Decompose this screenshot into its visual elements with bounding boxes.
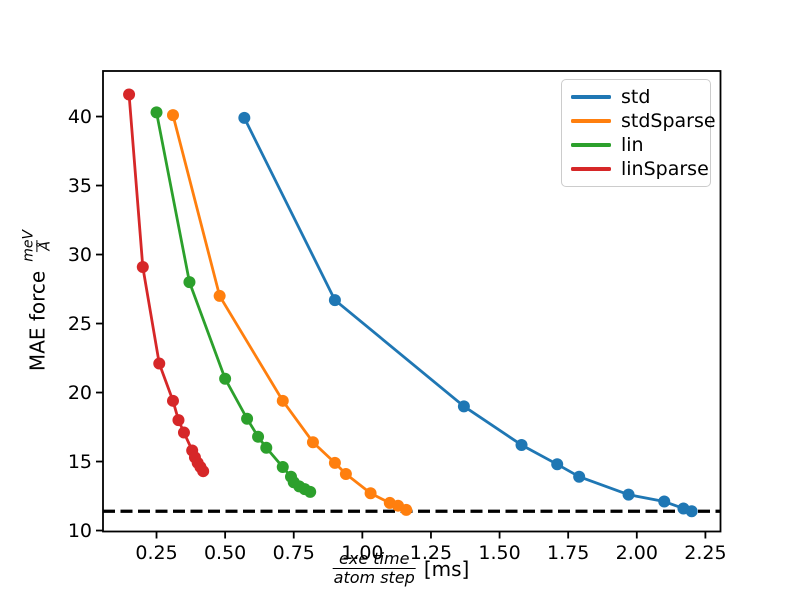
x-tick-label: 2.25: [684, 542, 726, 564]
legend-label-std: std: [621, 85, 651, 108]
x-axis-label-denominator: atom step: [332, 568, 416, 588]
legend-entry-std: std: [562, 85, 710, 108]
data-point-stdSparse: [306, 436, 319, 449]
legend-line-sample-lin: [571, 143, 611, 147]
data-point-linSparse: [172, 414, 185, 427]
data-point-std: [685, 505, 698, 518]
data-point-lin: [252, 430, 265, 443]
data-point-linSparse: [166, 394, 179, 407]
y-axis-label: MAE force meV Å: [20, 229, 54, 372]
y-tick-label: 20: [68, 382, 92, 404]
x-tick-label: 1.75: [547, 542, 589, 564]
data-point-std: [551, 458, 564, 471]
data-point-linSparse: [123, 88, 136, 101]
x-tick-label: 0.50: [204, 542, 246, 564]
data-point-linSparse: [197, 465, 210, 478]
legend-line-sample-stdsparse: [571, 119, 611, 123]
legend-label-lin: lin: [621, 133, 644, 156]
y-tick-label: 35: [68, 175, 92, 197]
data-point-std: [622, 488, 635, 501]
y-tick-label: 10: [68, 520, 92, 542]
data-point-stdSparse: [328, 456, 341, 469]
legend-entry-linsparse: linSparse: [562, 157, 710, 180]
legend-line-sample-std: [571, 95, 611, 99]
plot-border: [102, 70, 722, 533]
data-point-stdSparse: [400, 503, 413, 516]
data-point-linSparse: [136, 260, 149, 273]
y-axis-label-numerator: meV: [20, 229, 37, 262]
y-axis-label-text: MAE force: [25, 270, 49, 372]
y-tick-label: 25: [68, 313, 92, 335]
x-axis-label: exe time atom step [ms]: [332, 549, 470, 588]
data-point-std: [515, 438, 528, 451]
x-tick-label: 2.00: [616, 542, 658, 564]
data-point-std: [457, 400, 470, 413]
y-tick-label: 15: [68, 451, 92, 473]
data-point-lin: [276, 461, 289, 474]
x-tick-label: 0.25: [135, 542, 177, 564]
x-axis-label-fraction: exe time atom step: [332, 549, 416, 588]
x-tick-label: 0.75: [273, 542, 315, 564]
data-point-lin: [183, 276, 196, 289]
y-tick-label: 30: [68, 244, 92, 266]
data-point-linSparse: [177, 426, 190, 439]
data-point-lin: [150, 106, 163, 119]
data-point-stdSparse: [339, 467, 352, 480]
y-axis-label-denominator: Å: [36, 240, 54, 252]
y-axis-label-fraction: meV Å: [20, 229, 54, 263]
data-point-stdSparse: [364, 487, 377, 500]
legend-label-linsparse: linSparse: [621, 157, 709, 180]
legend-line-sample-linsparse: [571, 167, 611, 171]
x-tick-label: 1.25: [410, 542, 452, 564]
x-tick-label: 1.50: [478, 542, 520, 564]
data-point-lin: [260, 441, 273, 454]
data-point-lin: [304, 485, 317, 498]
series-line-stdSparse: [171, 113, 408, 512]
y-tick-label: 40: [68, 106, 92, 128]
data-point-std: [328, 294, 341, 307]
legend-entry-stdsparse: stdSparse: [562, 111, 716, 131]
x-tick-label: 1.00: [341, 542, 383, 564]
legend: std stdSparse lin linSparse: [561, 79, 716, 187]
legend-entry-lin: lin: [562, 133, 710, 156]
data-point-stdSparse: [276, 394, 289, 407]
x-axis-label-numerator: exe time: [339, 549, 410, 568]
data-point-stdSparse: [213, 289, 226, 302]
data-point-std: [658, 495, 671, 508]
data-point-stdSparse: [166, 109, 179, 122]
data-point-lin: [241, 412, 254, 425]
legend-label-stdsparse: stdSparse: [621, 109, 716, 132]
data-point-lin: [219, 372, 232, 385]
data-point-std: [573, 470, 586, 483]
data-point-std: [238, 111, 251, 124]
series-line-std: [242, 116, 694, 513]
x-axis-label-unit: [ms]: [423, 556, 470, 581]
data-point-linSparse: [153, 357, 166, 370]
